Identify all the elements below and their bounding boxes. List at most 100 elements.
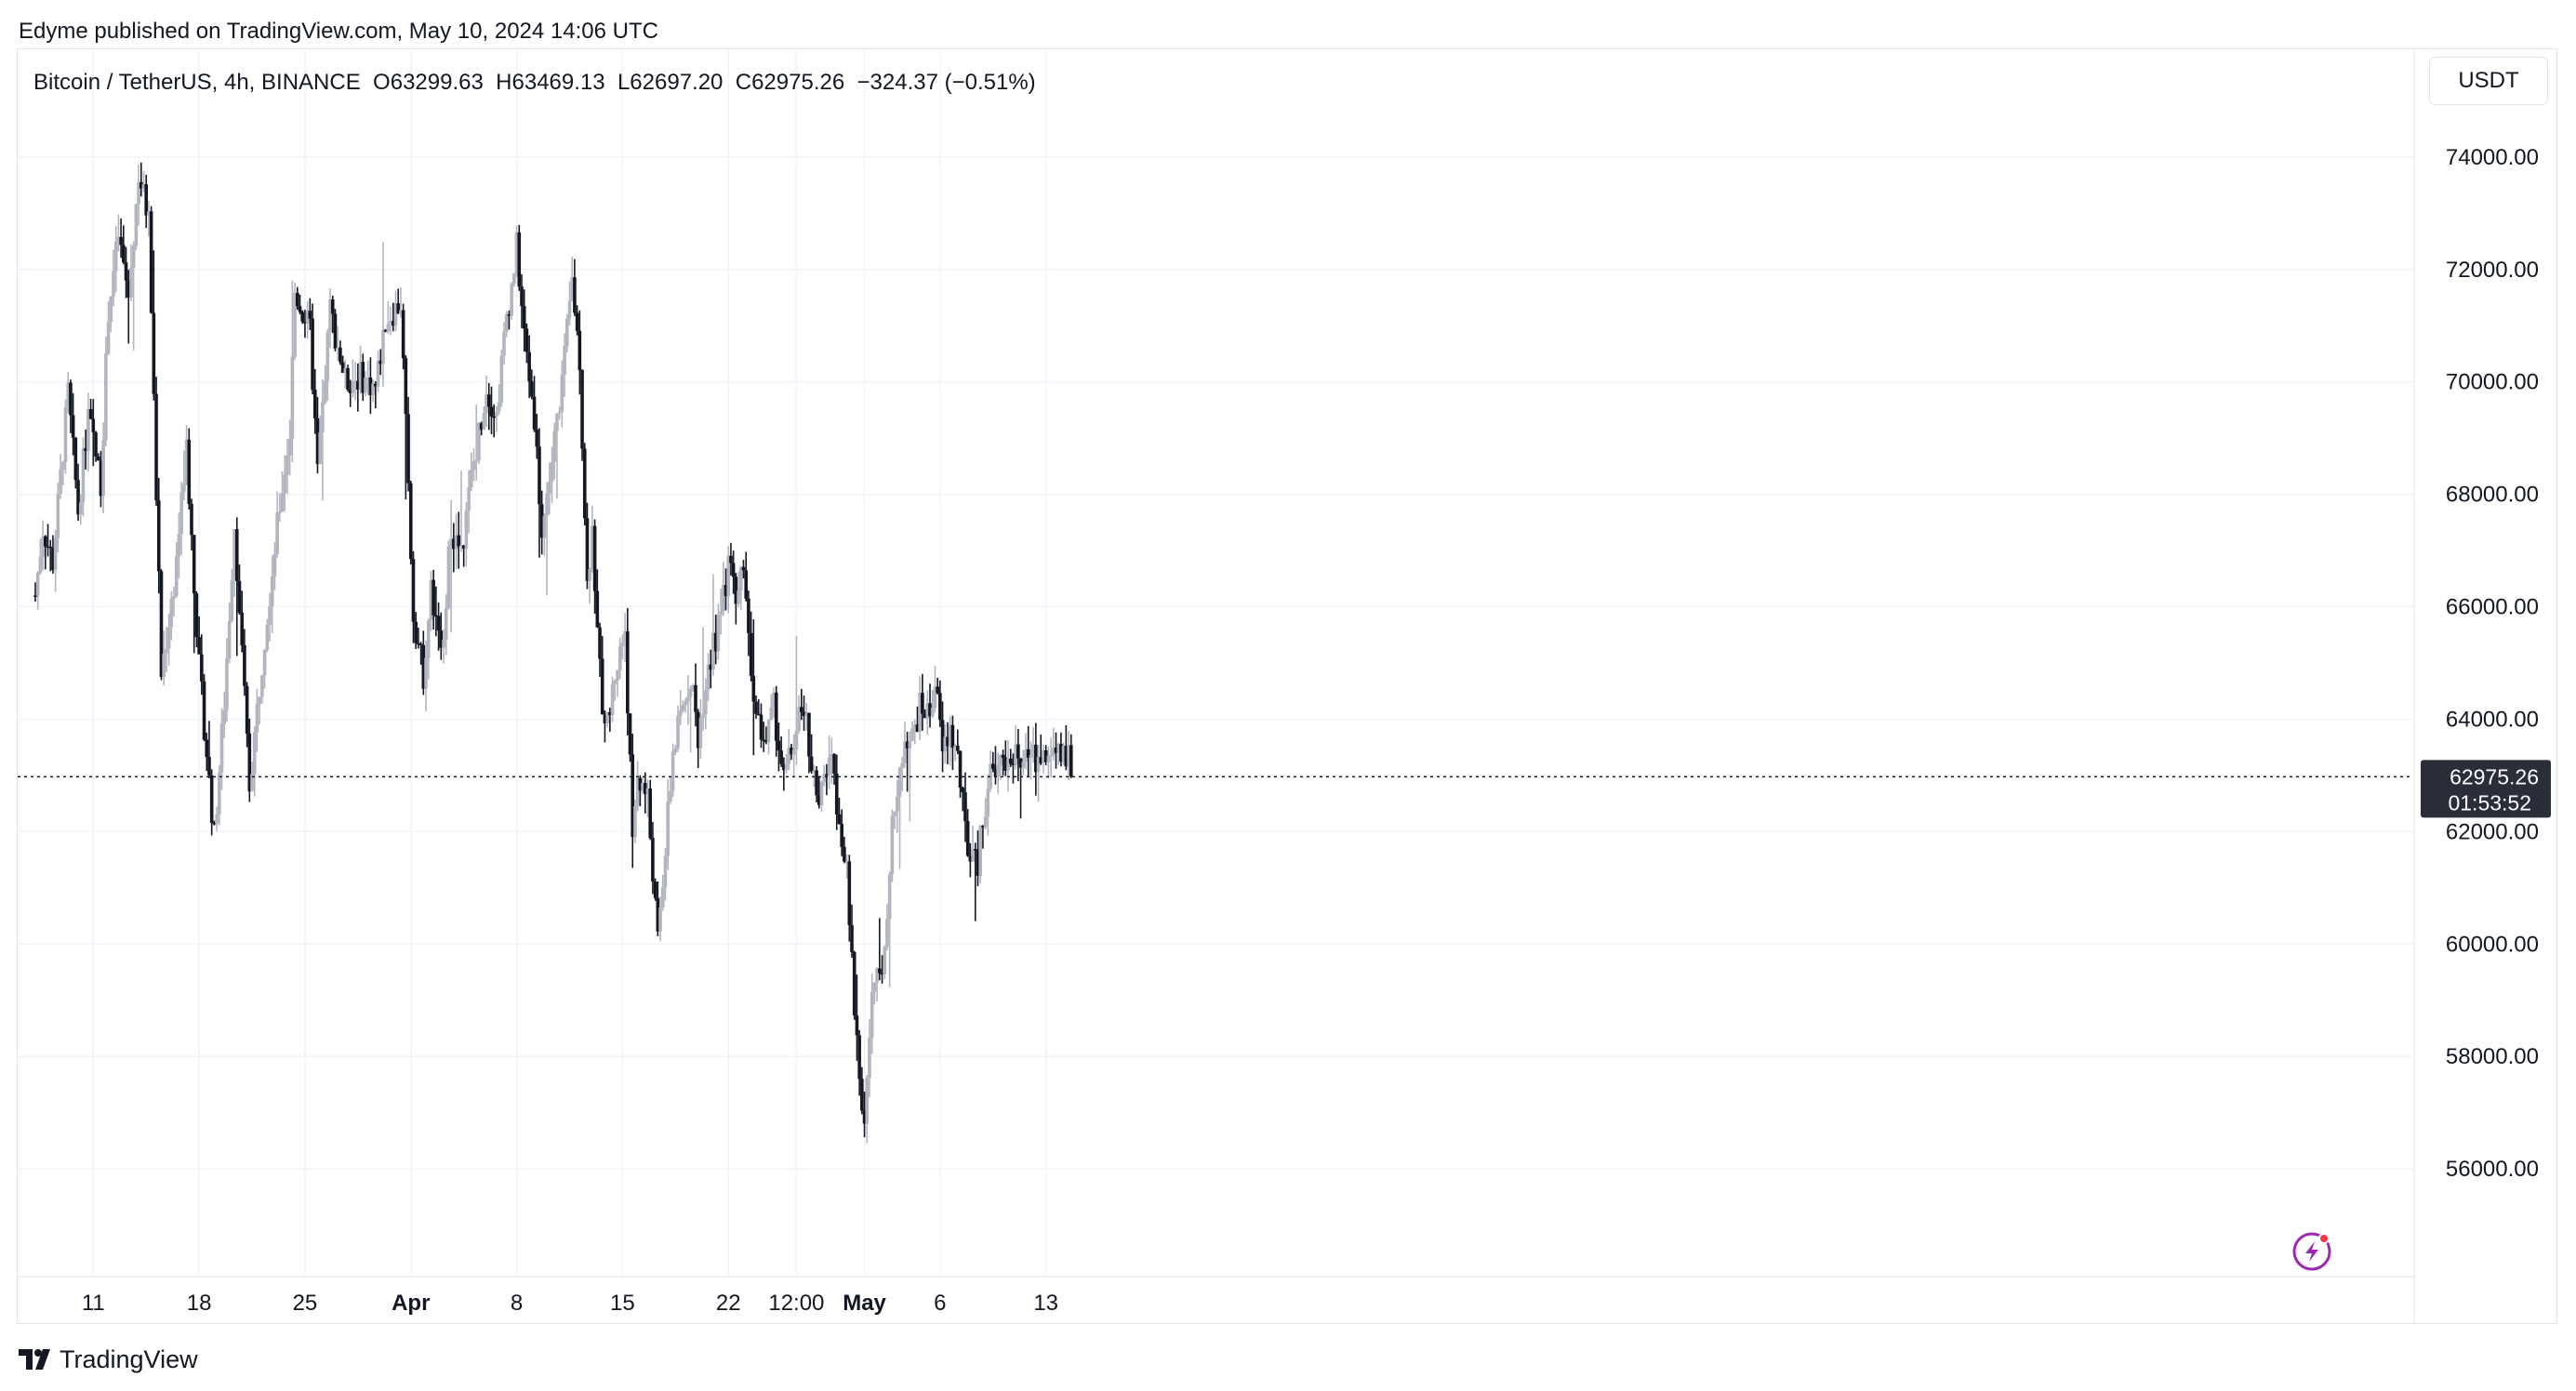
candle (1029, 741, 1033, 780)
candle (719, 589, 723, 635)
candle (86, 392, 90, 472)
candle (53, 529, 58, 592)
legend-close: C62975.26 (735, 70, 845, 95)
price-tick-label: 74000.00 (2446, 145, 2539, 170)
candle (502, 322, 506, 365)
candle (910, 721, 914, 742)
candle (305, 300, 310, 338)
candle (240, 590, 244, 653)
candle (696, 709, 700, 769)
candle (933, 666, 937, 713)
candle (860, 1066, 864, 1115)
last-price-badge: 62975.26 01:53:52 (2421, 760, 2551, 818)
publisher-line: Edyme published on TradingView.com, May … (19, 19, 658, 44)
candle (784, 753, 789, 775)
candle (237, 564, 242, 616)
candle (311, 303, 314, 395)
candle (187, 428, 192, 510)
candle (418, 642, 423, 665)
candle (177, 511, 181, 578)
candle (774, 685, 778, 757)
candle (477, 421, 481, 465)
candle (563, 333, 566, 397)
candle (134, 203, 139, 251)
candle (1049, 737, 1053, 777)
price-tick-label: 72000.00 (2446, 258, 2539, 283)
candle (1067, 731, 1070, 781)
candle (610, 676, 615, 722)
candle (285, 439, 289, 495)
candle (227, 602, 232, 664)
candle (552, 422, 557, 480)
candle (243, 629, 246, 696)
candle (152, 250, 156, 401)
candle (364, 370, 367, 397)
candle (766, 719, 771, 755)
candle (688, 685, 693, 753)
candle (1011, 753, 1016, 784)
candle (374, 381, 378, 409)
candle (623, 612, 627, 662)
candle (497, 384, 501, 416)
candle (983, 798, 988, 829)
candle (564, 313, 569, 352)
time-tick-label: 6 (934, 1291, 946, 1316)
candle (119, 218, 123, 258)
candle (510, 282, 513, 320)
candle (63, 399, 68, 474)
candle (512, 272, 516, 287)
currency-button[interactable]: USDT (2429, 57, 2548, 105)
price-tick-label: 60000.00 (2446, 932, 2539, 957)
candle (603, 710, 607, 743)
candle (865, 1075, 870, 1144)
candle (290, 280, 295, 463)
candle (724, 568, 728, 611)
candle (701, 627, 705, 731)
candle (893, 811, 896, 829)
candle (336, 325, 339, 361)
candle (698, 699, 703, 760)
candle (737, 571, 740, 608)
candle (825, 763, 829, 796)
candle (790, 743, 793, 761)
candle (953, 743, 957, 762)
candle (60, 460, 65, 486)
candle (265, 618, 270, 653)
candle (578, 310, 582, 395)
candle (832, 753, 836, 785)
candle (401, 303, 405, 370)
candle (517, 224, 522, 291)
candle (169, 590, 174, 641)
candle (489, 386, 494, 434)
grid-lines (18, 50, 2413, 1276)
lightning-icon[interactable] (2292, 1232, 2331, 1271)
candle (356, 363, 360, 412)
tradingview-logo[interactable]: TradingView (19, 1344, 198, 1375)
candle (459, 470, 463, 552)
candle (870, 974, 874, 1054)
candle (1006, 739, 1010, 792)
candle (651, 822, 655, 894)
candle (461, 545, 466, 567)
candle (905, 732, 910, 792)
candle (595, 569, 600, 629)
candle (94, 431, 98, 462)
candle (936, 677, 939, 695)
candle (921, 673, 924, 731)
candle (999, 753, 1003, 780)
candle (940, 701, 945, 773)
candle (875, 967, 879, 1002)
candle (197, 616, 201, 655)
candle (260, 674, 264, 704)
candle (129, 244, 133, 301)
candle (262, 649, 267, 689)
candle (504, 311, 509, 338)
candle (411, 550, 416, 643)
candle (44, 535, 47, 570)
candle (361, 353, 365, 402)
candle (192, 535, 196, 654)
candle (499, 349, 504, 407)
candle (535, 414, 539, 459)
candle (323, 364, 327, 405)
